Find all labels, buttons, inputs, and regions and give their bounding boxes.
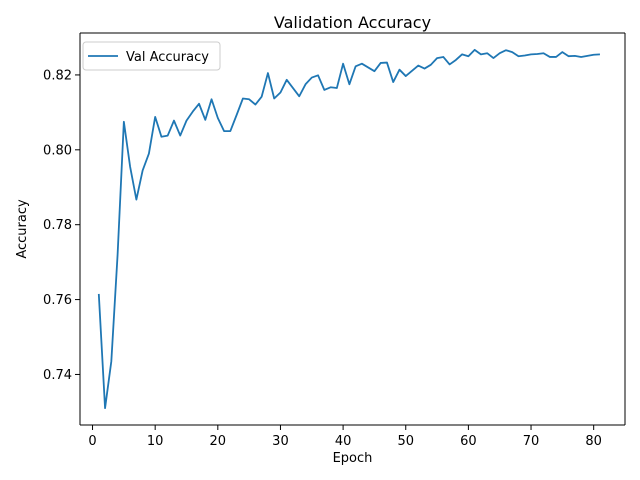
- series-line-val-accuracy: [97, 48, 600, 410]
- x-tick-label: 50: [397, 434, 414, 449]
- x-tick-label: 10: [147, 434, 164, 449]
- x-tick-label: 20: [210, 434, 227, 449]
- y-tick-label: 0.74: [43, 368, 72, 383]
- series-layer: [97, 48, 600, 410]
- x-tick-label: 80: [585, 434, 602, 449]
- x-tick-label: 70: [523, 434, 540, 449]
- y-axis-ticks: 0.74 0.76 0.78 0.80 0.82: [43, 68, 80, 383]
- chart-title: Validation Accuracy: [274, 13, 431, 32]
- legend-label-val-accuracy: Val Accuracy: [126, 50, 209, 65]
- x-axis-label: Epoch: [333, 451, 373, 466]
- axes-frame: [79, 32, 626, 426]
- x-tick-label: 40: [335, 434, 352, 449]
- y-axis-label: Accuracy: [15, 199, 30, 259]
- axes-background: [80, 33, 625, 425]
- legend-box: [82, 41, 221, 71]
- y-tick-label: 0.80: [43, 143, 72, 158]
- y-tick-label: 0.78: [43, 218, 72, 233]
- plot-area: [80, 33, 625, 425]
- x-tick-label: 0: [88, 434, 96, 449]
- y-tick-label: 0.76: [43, 293, 72, 308]
- x-tick-label: 30: [272, 434, 289, 449]
- y-tick-label: 0.82: [43, 68, 72, 83]
- x-axis-ticks: 0 10 20 30 40 50 60 70 80: [88, 425, 602, 449]
- x-tick-label: 60: [460, 434, 477, 449]
- legend: Val Accuracy: [82, 41, 221, 71]
